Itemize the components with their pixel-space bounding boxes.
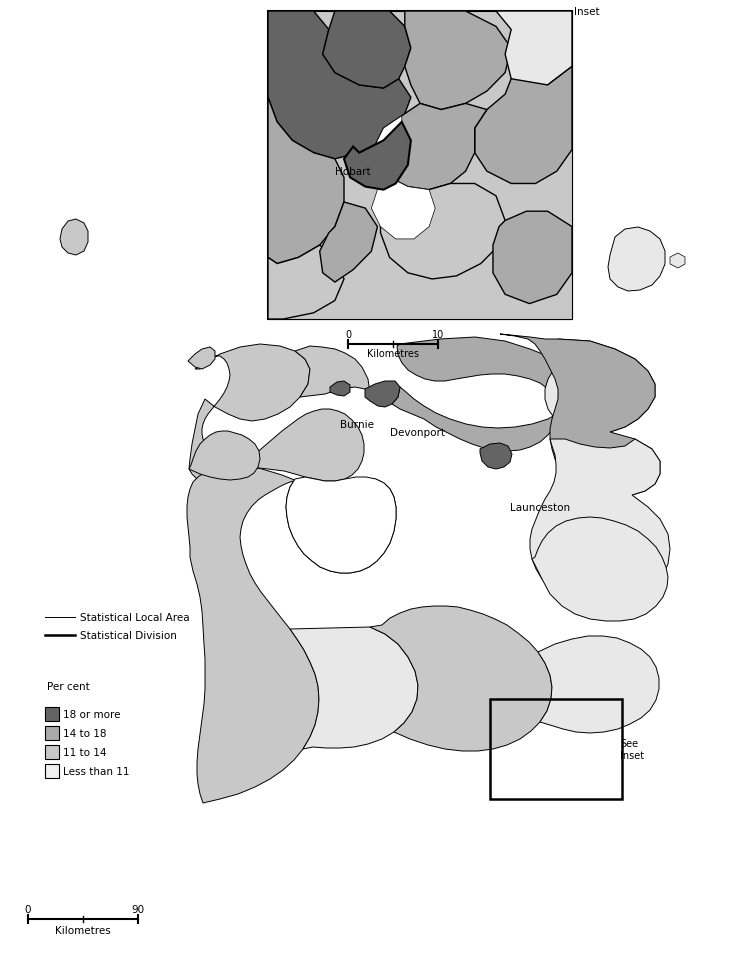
Polygon shape (500, 334, 660, 497)
Polygon shape (480, 444, 512, 470)
Polygon shape (286, 478, 396, 574)
Bar (45, 727, 59, 740)
Polygon shape (405, 12, 511, 111)
Text: Inset: Inset (574, 7, 600, 17)
Polygon shape (189, 431, 260, 480)
Text: Hobart: Hobart (335, 167, 370, 177)
Polygon shape (375, 116, 408, 187)
Polygon shape (392, 337, 575, 452)
Polygon shape (365, 382, 400, 407)
Polygon shape (545, 339, 655, 434)
Polygon shape (538, 636, 659, 733)
Polygon shape (381, 185, 505, 280)
Polygon shape (608, 228, 665, 292)
Polygon shape (187, 466, 396, 803)
Bar (268, 12, 572, 320)
Text: 0: 0 (345, 330, 351, 339)
Text: 10: 10 (432, 330, 444, 339)
Text: Statistical Local Area: Statistical Local Area (80, 612, 190, 623)
Text: Per cent: Per cent (47, 681, 90, 691)
Text: 11 to 14: 11 to 14 (63, 748, 106, 757)
Text: Kilometres: Kilometres (55, 925, 111, 935)
Text: Kilometres: Kilometres (367, 349, 419, 358)
Polygon shape (295, 347, 370, 398)
Polygon shape (532, 517, 668, 622)
Polygon shape (496, 12, 572, 92)
Polygon shape (330, 382, 350, 397)
Polygon shape (268, 12, 411, 160)
Polygon shape (268, 98, 344, 264)
Text: Less than 11: Less than 11 (63, 766, 130, 776)
Polygon shape (493, 212, 572, 305)
Bar (490, 700, 622, 800)
Polygon shape (60, 220, 88, 256)
Text: 18 or more: 18 or more (63, 709, 120, 719)
Polygon shape (323, 12, 411, 89)
Polygon shape (344, 123, 411, 190)
Polygon shape (268, 246, 344, 320)
Text: Devonport: Devonport (390, 428, 445, 437)
Text: Burnie: Burnie (340, 420, 374, 430)
Polygon shape (290, 628, 418, 750)
Polygon shape (320, 203, 378, 283)
Polygon shape (189, 345, 310, 503)
Polygon shape (188, 348, 215, 370)
Text: 14 to 18: 14 to 18 (63, 728, 106, 738)
Text: Launceston: Launceston (510, 503, 570, 512)
Bar (45, 745, 59, 759)
Text: 90: 90 (131, 904, 144, 914)
Polygon shape (371, 178, 435, 239)
Text: See
Inset: See Inset (620, 738, 644, 760)
Polygon shape (670, 254, 685, 269)
Text: Statistical Division: Statistical Division (80, 630, 177, 640)
Polygon shape (207, 409, 364, 481)
Bar (45, 707, 59, 722)
Polygon shape (475, 67, 572, 185)
Bar (45, 764, 59, 778)
Polygon shape (530, 439, 670, 604)
Polygon shape (370, 606, 552, 752)
Polygon shape (375, 105, 487, 190)
Text: 0: 0 (25, 904, 31, 914)
Polygon shape (268, 12, 572, 320)
